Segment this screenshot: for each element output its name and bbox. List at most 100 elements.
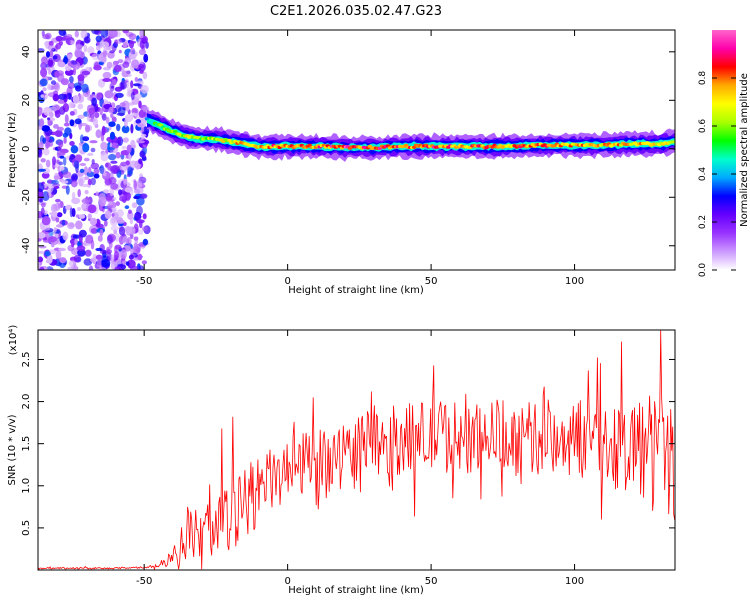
noise-speckle	[128, 33, 137, 40]
noise-speckle	[136, 219, 145, 224]
noise-speckle	[71, 175, 75, 182]
noise-speckle	[121, 125, 130, 134]
noise-speckle	[95, 191, 99, 197]
noise-speckle	[68, 101, 75, 109]
noise-speckle	[114, 244, 122, 250]
noise-speckle	[38, 256, 44, 263]
colorbar-tick-label: 0.4	[698, 167, 708, 182]
snr-y-label: SNR (10 * v/v)	[7, 414, 18, 485]
noise-speckle	[130, 80, 134, 89]
noise-speckle	[101, 113, 107, 121]
noise-speckle	[87, 152, 94, 156]
noise-speckle	[38, 250, 45, 254]
noise-speckle	[81, 70, 91, 76]
noise-speckle	[116, 123, 121, 132]
noise-speckle	[131, 59, 140, 69]
spectrogram-panel: -50 0 50 100 -40 -20 0 20 40 Height of straight…	[7, 29, 676, 296]
y-tick-label: 20	[21, 94, 32, 107]
colorbar-gradient	[712, 30, 736, 270]
noise-speckle	[38, 168, 46, 172]
noise-speckle	[92, 117, 99, 127]
noise-speckle	[93, 173, 100, 179]
noise-speckle	[131, 112, 136, 117]
noise-speckle	[45, 51, 51, 58]
noise-speckle	[72, 94, 80, 104]
noise-speckle	[134, 77, 139, 82]
colorbar-tick-label: 0.6	[698, 119, 708, 134]
noise-speckle	[62, 156, 67, 166]
noise-speckle	[133, 83, 141, 87]
noise-speckle	[100, 30, 109, 38]
noise-speckle	[137, 180, 143, 189]
noise-speckle	[139, 30, 145, 39]
noise-speckle	[86, 112, 91, 122]
noise-speckle	[105, 116, 110, 124]
noise-speckle	[55, 217, 60, 223]
noise-speckle	[40, 207, 45, 217]
snr-panel: -50 0 50 100 0.5 1.0 1.5 2.0 2.5 Height of stra…	[7, 325, 676, 596]
noise-speckle	[59, 257, 67, 264]
colorbar-tick-label: 0.8	[698, 71, 708, 86]
noise-speckle	[58, 247, 66, 252]
noise-speckle	[69, 141, 75, 146]
noise-speckle	[115, 201, 121, 207]
noise-speckle	[53, 124, 59, 129]
noise-speckle	[106, 246, 110, 255]
noise-speckle	[78, 144, 83, 153]
noise-speckle	[109, 131, 116, 140]
noise-speckle	[90, 177, 96, 186]
noise-speckle	[61, 219, 66, 226]
noise-speckle	[64, 114, 69, 124]
noise-speckle	[125, 191, 131, 202]
noise-speckle	[82, 136, 90, 142]
noise-speckle	[43, 148, 50, 156]
noise-speckle	[52, 93, 60, 102]
noise-speckle	[109, 50, 115, 54]
noise-speckle	[104, 90, 114, 99]
noise-speckle	[122, 30, 129, 34]
noise-speckle	[77, 189, 81, 198]
noise-speckle	[135, 119, 142, 124]
spectrogram-y-label: Frequency (Hz)	[7, 112, 18, 188]
noise-speckle	[128, 160, 138, 168]
noise-speckle	[59, 151, 66, 156]
noise-speckle	[84, 176, 90, 181]
noise-speckle	[111, 213, 115, 217]
noise-speckle	[95, 45, 101, 51]
noise-speckle	[47, 117, 51, 121]
noise-speckle	[130, 47, 136, 55]
noise-speckle	[44, 250, 51, 257]
noise-speckle	[100, 152, 109, 162]
noise-speckle	[62, 171, 72, 179]
noise-speckle	[127, 211, 134, 220]
noise-speckle	[137, 123, 144, 128]
noise-speckle	[112, 142, 117, 149]
noise-speckle	[133, 180, 137, 190]
noise-speckle	[113, 250, 120, 260]
y-tick-label: 2.0	[21, 394, 32, 410]
noise-speckle	[95, 92, 103, 101]
noise-speckle	[60, 78, 69, 86]
y-tick-label: 0.5	[21, 520, 32, 536]
noise-speckle	[108, 153, 117, 161]
noise-speckle	[47, 44, 55, 51]
chart-title: C2E1.2026.035.02.47.G23	[270, 4, 442, 19]
noise-speckle	[84, 249, 92, 257]
noise-speckle	[77, 176, 86, 184]
noise-speckle	[39, 266, 44, 270]
noise-speckle	[89, 217, 98, 226]
x-tick-label: 100	[565, 276, 584, 287]
noise-speckle	[75, 44, 83, 49]
noise-speckle	[65, 34, 73, 39]
noise-speckle	[57, 126, 64, 132]
noise-speckle	[125, 261, 130, 266]
noise-speckle	[82, 143, 90, 153]
noise-speckle	[55, 250, 62, 260]
noise-speckle	[123, 73, 132, 77]
noise-speckle	[77, 114, 85, 120]
ridge-core	[671, 140, 675, 144]
noise-speckle	[122, 42, 128, 48]
noise-speckle	[138, 265, 145, 270]
noise-speckle	[63, 122, 70, 127]
noise-speckle	[115, 151, 121, 159]
